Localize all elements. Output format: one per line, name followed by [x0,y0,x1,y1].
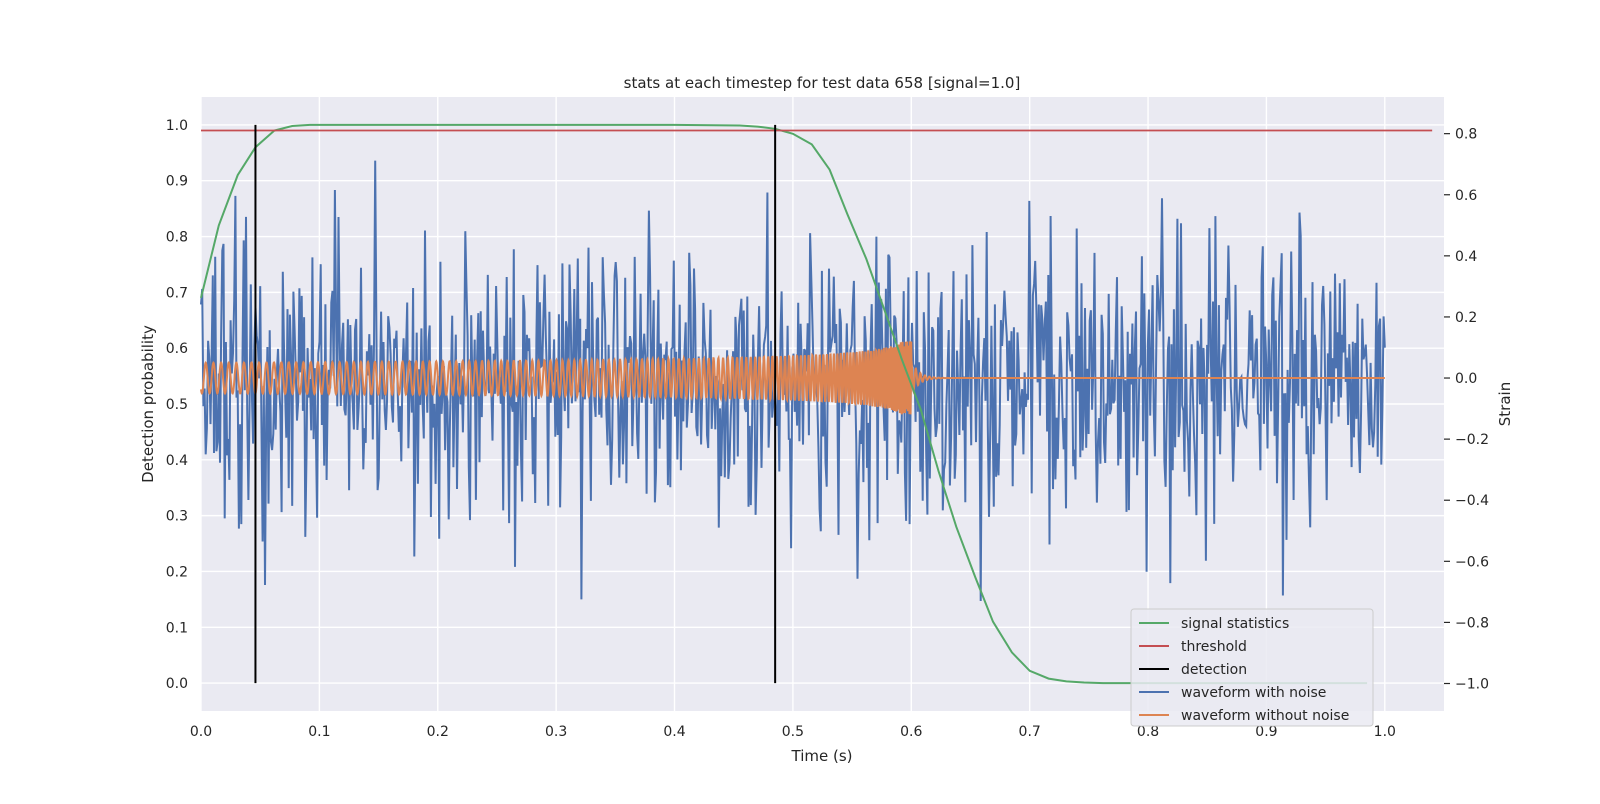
x-tick-label: 0.3 [545,724,567,740]
y-tick-label: 0.8 [166,230,188,246]
legend-label: detection [1181,662,1247,678]
y-tick-label: 0.0 [166,676,188,692]
x-tick-label: 0.8 [1137,724,1159,740]
y2-tick-label: −0.2 [1455,432,1489,448]
y2-tick-label: 0.4 [1455,249,1477,265]
series [200,123,1433,685]
y2-tick-label: 0.0 [1455,371,1477,387]
legend-label: signal statistics [1181,616,1289,632]
y2-tick-label: −0.8 [1455,615,1489,631]
legend: signal statistics threshold detection wavef… [1130,608,1374,727]
y2-tick-label: −0.4 [1455,493,1489,509]
y-tick-label: 0.6 [166,341,188,357]
y-tick-label: 0.2 [166,564,188,580]
y2-axis-label: Strain [1496,382,1514,426]
detections [254,124,777,684]
legend-box [1130,608,1374,727]
x-axis-label: Time (s) [791,747,853,765]
legend-label: threshold [1181,639,1247,655]
y2-tick-label: −1.0 [1455,677,1489,693]
y2-tick-label: 0.2 [1455,310,1477,326]
x-tick-label: 1.0 [1374,724,1396,740]
x-tick-label: 0.6 [900,724,922,740]
legend-label: waveform without noise [1181,708,1349,724]
x-tick-label: 0.9 [1255,724,1277,740]
series-signal-statistics [200,123,1368,685]
y-tick-label: 0.4 [166,453,188,469]
y-ticks: 0.0 0.1 0.2 0.3 0.4 0.5 0.6 0.7 0.8 0.9 1.0 [166,118,188,692]
y-tick-label: 0.7 [166,285,188,301]
y-tick-label: 0.5 [166,397,188,413]
x-tick-label: 0.7 [1019,724,1041,740]
y2-tick-label: −0.6 [1455,554,1489,570]
y2-ticks: −1.0 −0.8 −0.6 −0.4 −0.2 0.0 0.2 0.4 0.6 0.8 [1444,127,1489,693]
x-tick-label: 0.4 [663,724,685,740]
y2-tick-label: 0.6 [1455,188,1477,204]
y-tick-label: 0.9 [166,174,188,190]
x-tick-label: 0.5 [782,724,804,740]
x-tick-label: 0.0 [190,724,212,740]
y2-tick-label: 0.8 [1455,127,1477,143]
chart-title: stats at each timestep for test data 658… [624,74,1021,92]
legend-label: waveform with noise [1181,685,1326,701]
series-waveform-without-noise [200,341,1385,415]
x-tick-label: 0.1 [308,724,330,740]
y-axis-label: Detection probability [139,325,157,483]
y-tick-label: 1.0 [166,118,188,134]
x-tick-label: 0.2 [427,724,449,740]
y-tick-label: 0.3 [166,509,188,525]
y-tick-label: 0.1 [166,620,188,636]
x-ticks: 0.0 0.1 0.2 0.3 0.4 0.5 0.6 0.7 0.8 0.9 1.0 [190,724,1396,740]
